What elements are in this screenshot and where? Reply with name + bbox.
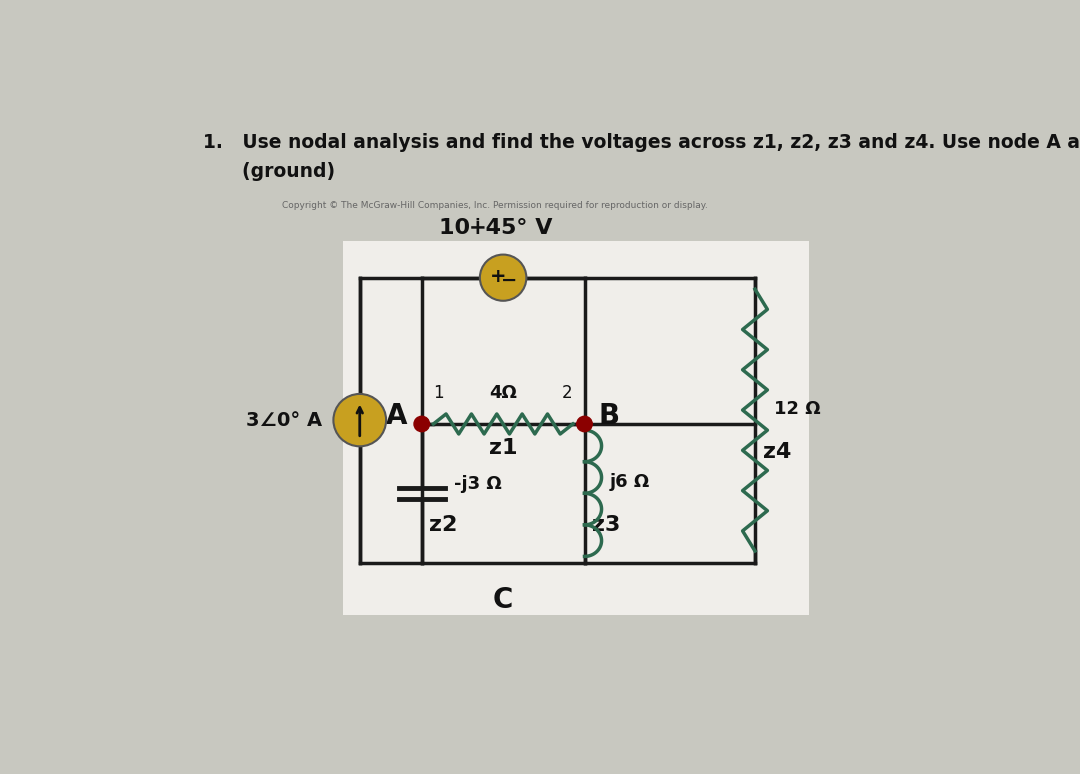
Text: z3: z3: [592, 515, 621, 535]
Text: j6 Ω: j6 Ω: [609, 473, 649, 491]
Circle shape: [577, 416, 592, 432]
Text: 12 Ω: 12 Ω: [774, 399, 821, 418]
Text: A: A: [387, 402, 408, 430]
Text: z1: z1: [489, 438, 517, 458]
Text: z2: z2: [430, 515, 458, 535]
Text: -j3 Ω: -j3 Ω: [455, 475, 502, 493]
Text: 10∔45° V: 10∔45° V: [438, 217, 552, 238]
Text: 2: 2: [562, 385, 572, 402]
Text: 1.   Use nodal analysis and find the voltages across z1, z2, z3 and z4. Use node: 1. Use nodal analysis and find the volta…: [203, 133, 1080, 152]
Text: −: −: [501, 270, 517, 289]
Text: z4: z4: [762, 442, 792, 461]
FancyBboxPatch shape: [342, 241, 809, 615]
Circle shape: [480, 255, 526, 301]
Text: (ground): (ground): [203, 163, 335, 181]
Text: +: +: [490, 266, 507, 286]
Text: B: B: [598, 402, 620, 430]
Text: 3∠0° A: 3∠0° A: [246, 411, 323, 430]
Circle shape: [334, 394, 387, 447]
Circle shape: [414, 416, 430, 432]
Text: Copyright © The McGraw-Hill Companies, Inc. Permission required for reproduction: Copyright © The McGraw-Hill Companies, I…: [283, 201, 708, 210]
Text: 4Ω: 4Ω: [489, 385, 517, 402]
Text: C: C: [492, 586, 513, 614]
Text: 1: 1: [433, 385, 444, 402]
